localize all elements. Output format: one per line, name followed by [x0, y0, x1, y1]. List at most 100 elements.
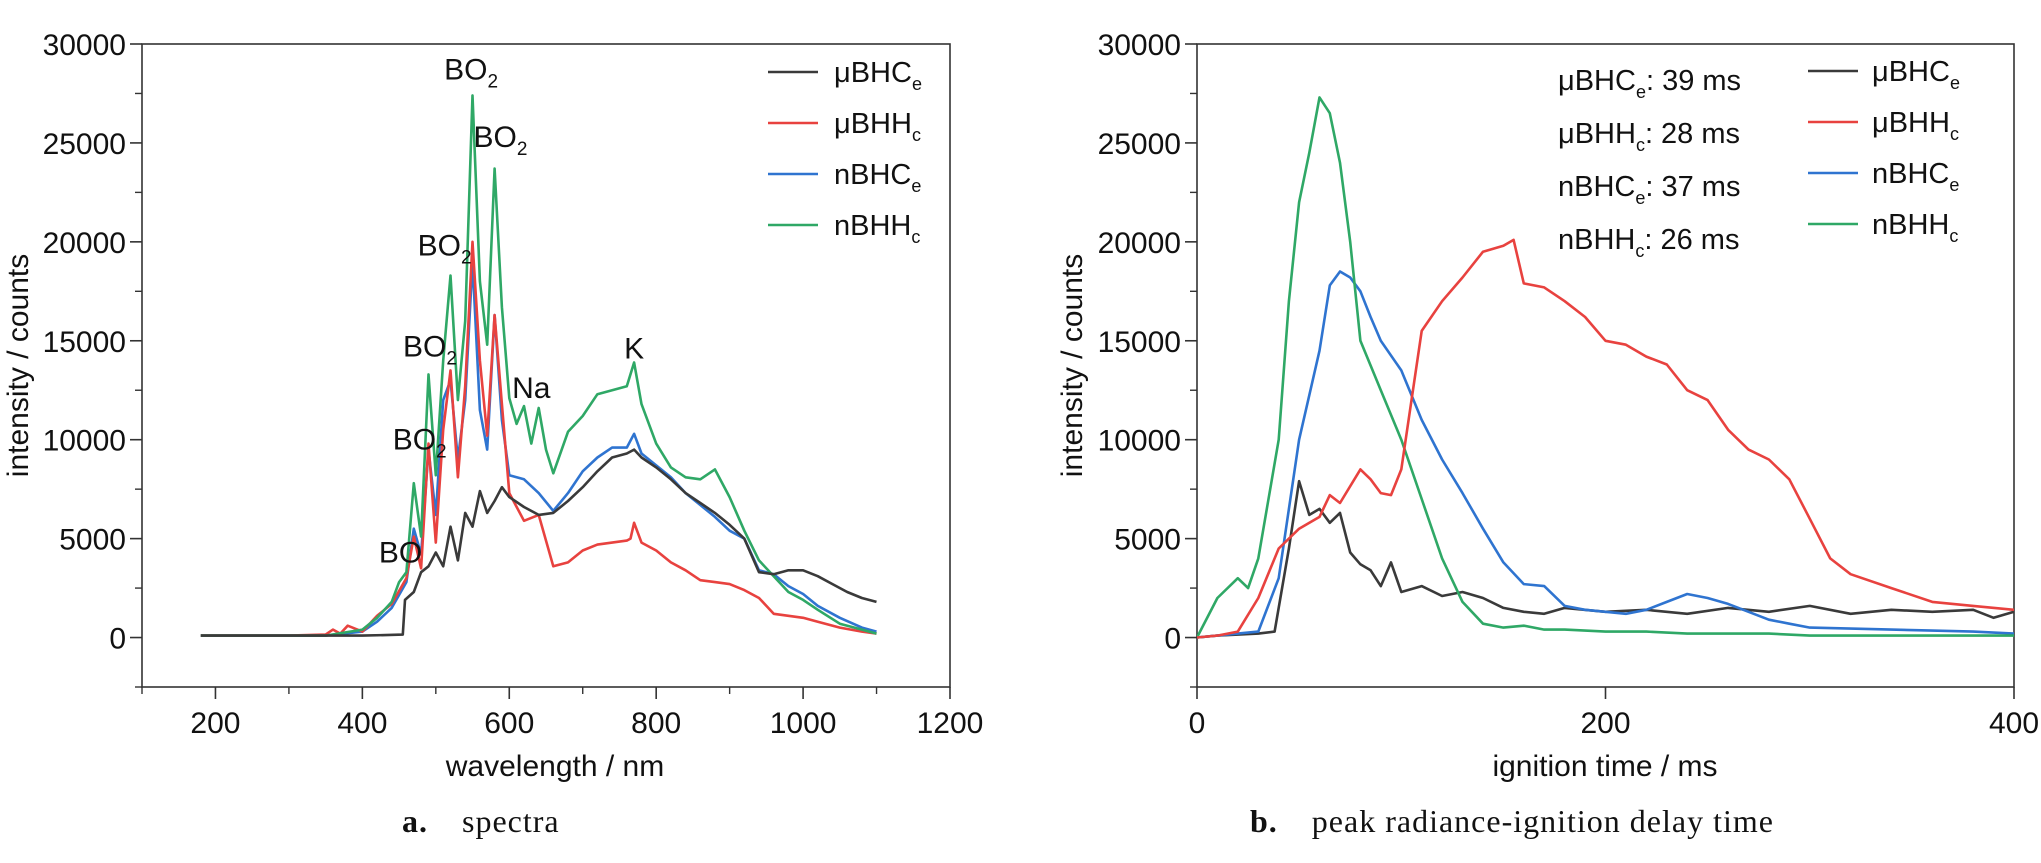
- peak-annotation: BO2: [418, 230, 472, 269]
- delay-time-label-base: μBHC: [1558, 65, 1636, 97]
- series-line-muBHCe: [1197, 479, 2014, 639]
- delay-time-label-sub: e: [1636, 82, 1646, 102]
- x-tick-label: 1200: [917, 707, 984, 740]
- peak-annotation: BO2: [403, 331, 457, 370]
- series-line-nBHCe: [1197, 270, 2014, 639]
- caption-b-letter: b.: [1250, 803, 1278, 839]
- legend-label-nBHHc-sub: c: [911, 227, 920, 247]
- peak-annotation-base: BO: [418, 230, 461, 263]
- delay-time-label-base: nBHH: [1558, 224, 1635, 256]
- delay-time-label-sub: c: [1635, 241, 1644, 261]
- peak-annotation: K: [624, 333, 644, 366]
- peak-annotation-base: BO: [473, 121, 516, 154]
- legend-label-muBHHc-base: μBHH: [834, 108, 912, 140]
- legend-label-muBHCe-sub: e: [912, 74, 922, 94]
- legend-label-muBHHc-base: μBHH: [1872, 107, 1950, 139]
- y-tick-label: 10000: [43, 425, 126, 458]
- ignition-delay-chart: 0 5000 10000 15000 20000 25000 30000 0 200 400 ign…: [1056, 29, 2039, 783]
- caption-b: b. peak radiance-ignition delay time: [1250, 803, 1774, 840]
- x-axis-label: ignition time / ms: [1492, 750, 1717, 783]
- delay-time-label: nBHHc: 26 ms: [1558, 224, 1739, 261]
- x-tick-label: 200: [1580, 707, 1630, 740]
- delay-time-label-sub: e: [1635, 188, 1645, 208]
- legend-label-nBHHc-base: nBHH: [834, 210, 911, 242]
- peak-annotation-sub: 2: [487, 72, 498, 93]
- series-line-muBHCe: [200, 448, 877, 637]
- delay-time-label-base: nBHC: [1558, 171, 1635, 203]
- y-tick-label: 15000: [1098, 326, 1181, 359]
- peak-annotation-base: K: [624, 333, 644, 366]
- peak-annotation: Na: [512, 372, 551, 405]
- legend-label-muBHCe: μBHCe: [1872, 56, 1960, 93]
- peak-annotation-base: BO: [393, 424, 436, 457]
- legend-label-nBHHc-sub: c: [1949, 226, 1958, 246]
- y-tick-label: 20000: [43, 227, 126, 260]
- delay-time-label-base: μBHH: [1558, 118, 1636, 150]
- legend-label-nBHHc: nBHHc: [1872, 209, 1958, 246]
- y-tick-label: 0: [109, 623, 126, 656]
- y-tick-label: 10000: [1098, 425, 1181, 458]
- delay-time-label: μBHHc: 28 ms: [1558, 118, 1740, 155]
- peak-annotation: BO2: [473, 121, 527, 160]
- spectra-chart: 0 5000 10000 15000 20000 25000 30000 200 400 600 8…: [2, 29, 983, 783]
- plot-frame: [141, 43, 951, 688]
- legend-label-nBHCe-sub: e: [911, 176, 921, 196]
- legend-label-muBHHc-sub: c: [912, 125, 921, 145]
- caption-a: a. spectra: [402, 803, 560, 840]
- peak-annotation-base: BO: [403, 331, 446, 364]
- legend-label-nBHCe-sub: e: [1949, 175, 1959, 195]
- peak-annotation-sub: 2: [436, 442, 447, 463]
- delay-time-label-sub: c: [1636, 135, 1645, 155]
- y-tick-label: 15000: [43, 326, 126, 359]
- legend-label-muBHHc: μBHHc: [1872, 107, 1959, 144]
- y-tick-label: 0: [1164, 623, 1181, 656]
- series-line-muBHHc: [1197, 238, 2014, 639]
- series-line-nBHHc: [1197, 96, 2014, 639]
- y-tick-label: 30000: [1098, 29, 1181, 62]
- caption-b-text: peak radiance-ignition delay time: [1311, 803, 1774, 839]
- legend-label-nBHCe: nBHCe: [1872, 158, 1959, 195]
- legend-label-nBHCe-base: nBHC: [1872, 158, 1949, 190]
- peak-annotation-sub: 2: [446, 349, 457, 370]
- peak-annotation: BO: [379, 536, 422, 569]
- peak-annotation: BO2: [444, 54, 498, 93]
- y-tick-label: 5000: [59, 524, 126, 557]
- legend-label-muBHCe-base: μBHC: [1872, 56, 1950, 88]
- x-tick-label: 800: [631, 707, 681, 740]
- legend-label-nBHCe: nBHCe: [834, 159, 921, 196]
- x-tick-label: 0: [1189, 707, 1206, 740]
- peak-annotation-base: BO: [379, 536, 422, 569]
- x-axis-label: wavelength / nm: [445, 750, 664, 783]
- x-tick-label: 400: [337, 707, 387, 740]
- y-tick-label: 5000: [1114, 524, 1181, 557]
- y-axis-label: intensity / counts: [1056, 254, 1089, 477]
- y-tick-label: 30000: [43, 29, 126, 62]
- peak-annotation-sub: 2: [517, 139, 528, 160]
- legend-label-muBHCe: μBHCe: [834, 57, 922, 94]
- y-tick-label: 25000: [1098, 128, 1181, 161]
- legend-label-nBHHc-base: nBHH: [1872, 209, 1949, 241]
- y-tick-label: 20000: [1098, 227, 1181, 260]
- peak-annotation: BO2: [393, 424, 447, 463]
- delay-time-label-value: : 37 ms: [1645, 171, 1740, 203]
- legend-label-muBHHc: μBHHc: [834, 108, 921, 145]
- delay-time-label-value: : 39 ms: [1646, 65, 1741, 97]
- delay-time-label: μBHCe: 39 ms: [1558, 65, 1741, 102]
- x-tick-label: 1000: [770, 707, 837, 740]
- caption-a-letter: a.: [402, 803, 428, 839]
- y-axis-label: intensity / counts: [2, 254, 35, 477]
- peak-annotation-sub: 2: [461, 248, 472, 269]
- x-tick-label: 400: [1989, 707, 2039, 740]
- delay-time-label-value: : 26 ms: [1644, 224, 1739, 256]
- legend-label-nBHCe-base: nBHC: [834, 159, 911, 191]
- y-tick-label: 25000: [43, 128, 126, 161]
- peak-annotation-base: BO: [444, 54, 487, 87]
- caption-a-text: spectra: [462, 803, 560, 839]
- delay-time-label: nBHCe: 37 ms: [1558, 171, 1740, 208]
- peak-annotation-base: Na: [512, 372, 551, 405]
- legend-label-nBHHc: nBHHc: [834, 210, 920, 247]
- delay-time-label-value: : 28 ms: [1645, 118, 1740, 150]
- legend-label-muBHHc-sub: c: [1950, 124, 1959, 144]
- series-line-nBHHc: [200, 94, 877, 637]
